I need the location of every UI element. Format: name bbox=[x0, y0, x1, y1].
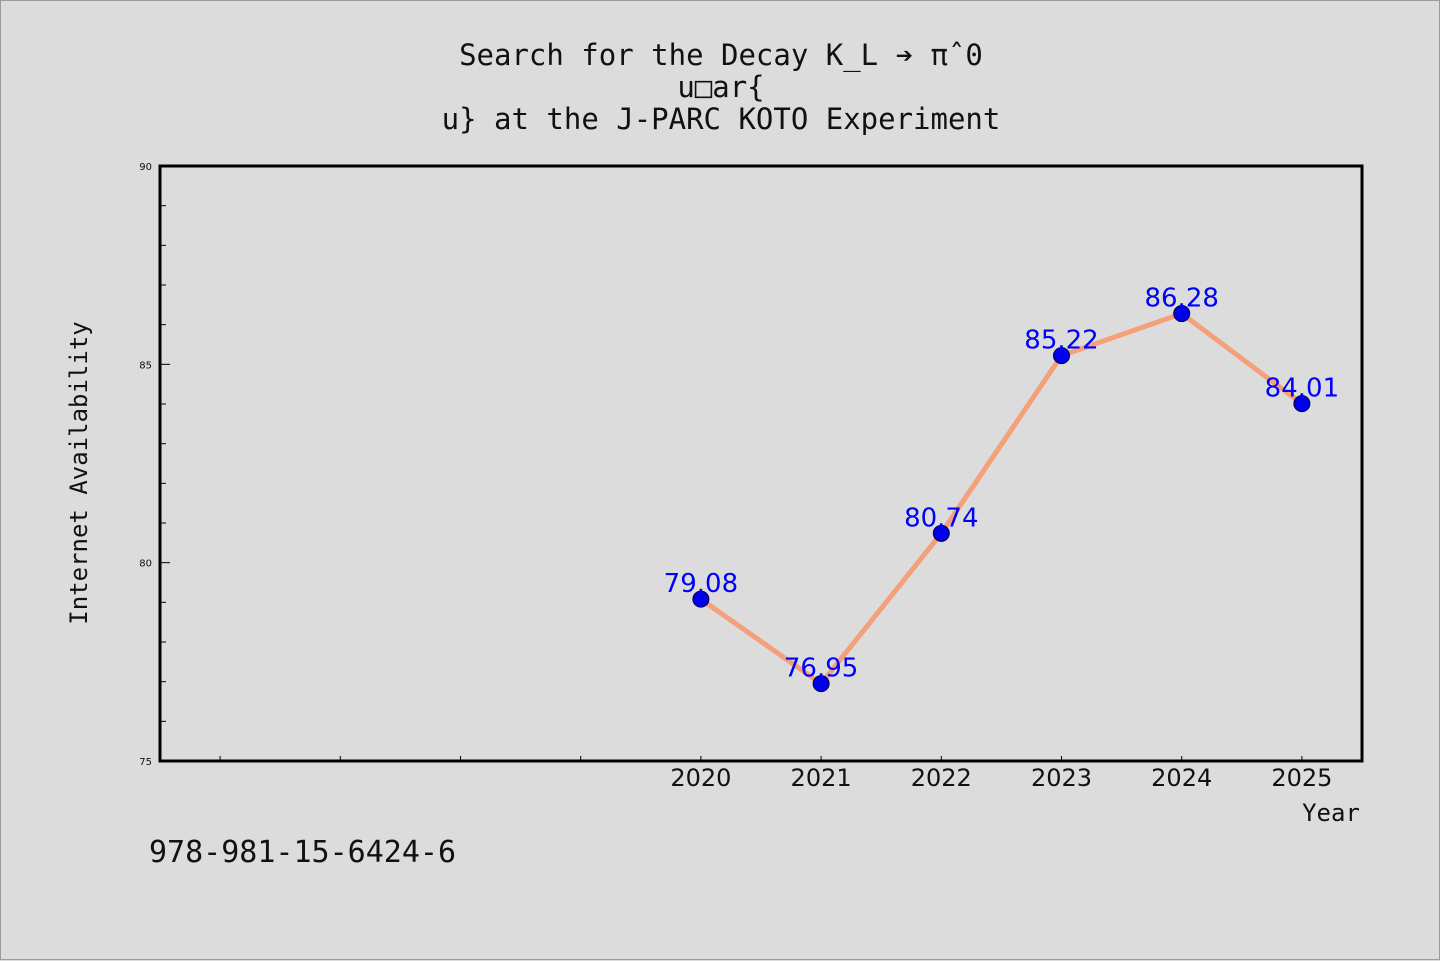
data-label: 84.01 bbox=[1265, 374, 1339, 404]
data-point bbox=[812, 675, 830, 693]
y-tick-label: 75 bbox=[139, 757, 152, 768]
data-labels: 79.08 76.95 80.74 85.22 86.28 84.01 bbox=[664, 284, 1339, 684]
y-tick-label: 80 bbox=[139, 559, 152, 570]
plot-frame bbox=[158, 164, 1364, 763]
series-line bbox=[699, 311, 1304, 687]
x-tick-label: 2025 bbox=[1271, 764, 1332, 792]
chart-title-line-1: Search for the Decay K_L ➔ πˆ0 bbox=[459, 38, 983, 72]
chart-title-line-3: u} at the J-PARC KOTO Experiment bbox=[441, 102, 1001, 136]
isbn-text: 978-981-15-6424-6 bbox=[149, 835, 457, 870]
x-tick-label: 2023 bbox=[1031, 764, 1092, 792]
y-tick-label: 90 bbox=[139, 162, 152, 173]
y-axis-label: Internet Availability bbox=[65, 321, 93, 624]
y-tick-label: 85 bbox=[139, 360, 152, 371]
data-label: 86.28 bbox=[1144, 284, 1218, 314]
x-axis-tick-labels: 2020 2021 2022 2023 2024 2025 bbox=[670, 764, 1332, 792]
data-point bbox=[932, 524, 950, 542]
x-axis-label: Year bbox=[1302, 799, 1360, 827]
data-point bbox=[692, 590, 710, 608]
y-axis-tick-labels: 90 85 80 75 bbox=[139, 162, 152, 768]
data-label: 80.74 bbox=[904, 503, 978, 533]
x-tick-label: 2022 bbox=[911, 764, 972, 792]
data-label: 76.95 bbox=[784, 654, 858, 684]
chart-title-line-2: u□ar{ bbox=[677, 70, 765, 104]
series-line-group bbox=[699, 311, 1304, 687]
axis-ticks bbox=[160, 165, 1303, 762]
data-point bbox=[1053, 347, 1070, 365]
x-tick-label: 2024 bbox=[1151, 764, 1212, 792]
data-point bbox=[1293, 395, 1311, 413]
x-tick-label: 2021 bbox=[791, 764, 852, 792]
data-label: 79.08 bbox=[664, 569, 738, 599]
data-label: 85.22 bbox=[1024, 326, 1098, 356]
data-points bbox=[692, 305, 1311, 693]
x-tick-label: 2020 bbox=[670, 764, 731, 792]
data-point bbox=[1173, 305, 1191, 323]
